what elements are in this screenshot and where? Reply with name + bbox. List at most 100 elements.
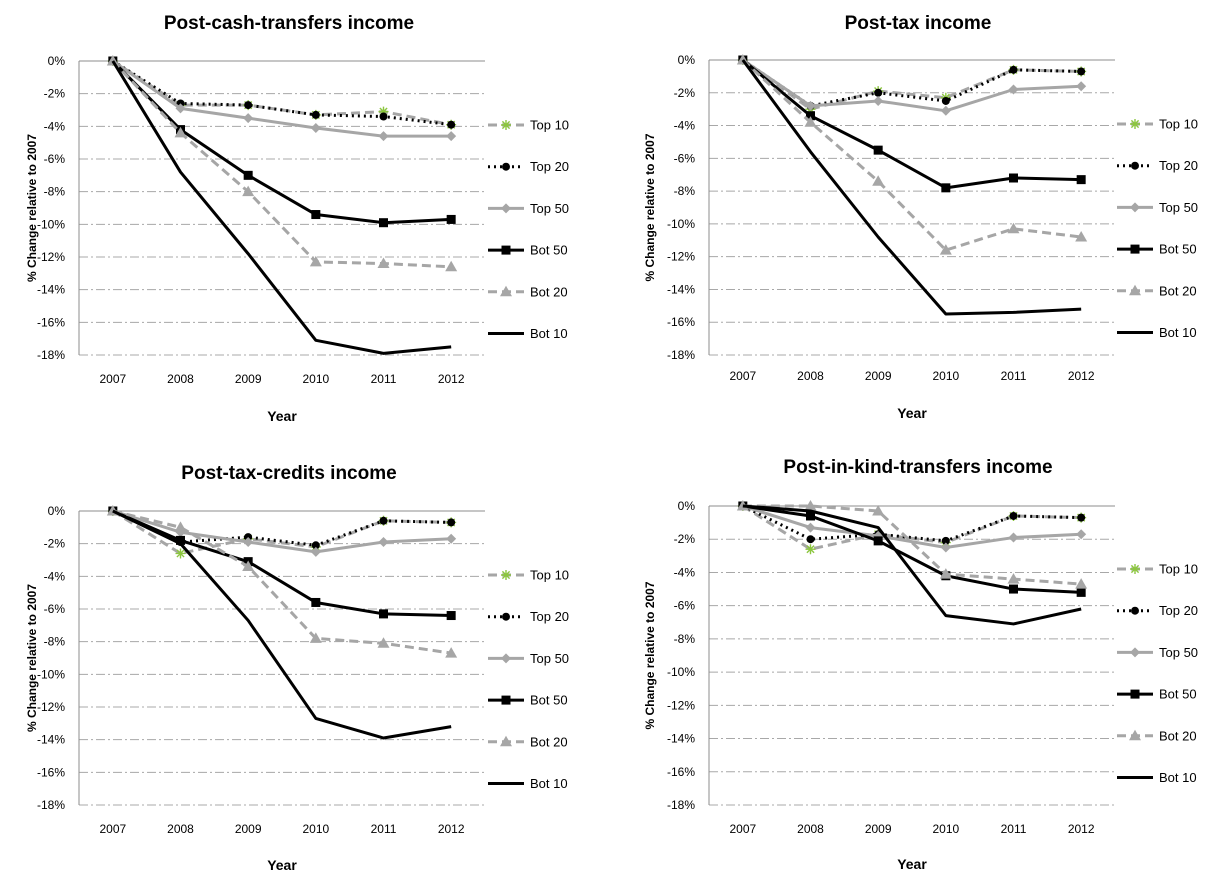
data-point (447, 518, 456, 527)
y-tick-label: -12% (667, 250, 695, 264)
legend-entry: Bot 50 (488, 693, 568, 708)
legend-marker (1130, 689, 1140, 699)
data-point (311, 110, 320, 119)
series-line (741, 58, 1082, 252)
y-tick-label: -4% (44, 569, 66, 583)
legend-entry: Top 50 (488, 651, 569, 666)
x-tick-label: 2011 (1001, 369, 1027, 383)
legend-entry: Top 10 (488, 118, 569, 133)
chart-panel: Post-in-kind-transfers income 0% -2% -4% -6%… (643, 457, 1198, 872)
x-tick-label: 2011 (371, 822, 397, 836)
legend-entry: Top 10 (488, 568, 569, 583)
y-tick-label: -14% (667, 732, 695, 746)
series-bot-10 (742, 504, 1082, 626)
legend-label: Top 50 (530, 651, 569, 666)
series-bot-20 (736, 54, 1088, 255)
data-point (377, 637, 390, 648)
data-point (309, 255, 322, 267)
data-point (1075, 578, 1088, 589)
series-line (741, 58, 1082, 111)
legend-label: Bot 10 (1159, 770, 1197, 785)
data-point (447, 120, 456, 129)
legend-label: Top 10 (1159, 562, 1198, 577)
data-point (873, 145, 883, 155)
y-tick-label: -12% (37, 250, 65, 264)
legend-label: Bot 50 (1159, 687, 1197, 702)
series-line (112, 509, 452, 740)
data-point (243, 170, 253, 180)
legend-label: Bot 50 (530, 693, 568, 708)
legend-marker (1129, 729, 1141, 741)
x-tick-label: 2011 (371, 372, 397, 386)
y-tick-label: -16% (667, 315, 695, 329)
series-line (741, 58, 1082, 108)
x-tick-label: 2009 (865, 822, 892, 836)
y-tick-label: -6% (674, 599, 696, 613)
legend-marker (500, 285, 512, 297)
y-tick-label: -2% (674, 86, 696, 100)
series-line (742, 504, 1082, 594)
x-tick-label: 2012 (1068, 822, 1095, 836)
data-point (106, 55, 119, 66)
data-point (446, 533, 457, 544)
series-bot-20 (106, 55, 458, 272)
legend-label: Bot 10 (1159, 325, 1197, 340)
legend-label: Top 50 (1159, 200, 1198, 215)
legend-marker (1131, 161, 1139, 170)
series-bot-20 (736, 500, 1088, 589)
x-tick-label: 2010 (302, 372, 329, 386)
data-point (243, 113, 254, 124)
series-line (111, 59, 452, 225)
x-tick-label: 2008 (167, 822, 194, 836)
data-point (806, 111, 815, 121)
y-tick-label: -16% (667, 765, 695, 779)
data-point (1076, 587, 1086, 597)
series-bot-10 (112, 509, 452, 740)
legend-entry: Top 10 (1117, 562, 1198, 577)
series-line (742, 504, 1082, 543)
data-point (311, 541, 320, 550)
legend-marker (500, 735, 512, 747)
data-point (175, 548, 186, 559)
y-tick-label: -12% (37, 700, 65, 714)
y-tick-label: -6% (44, 152, 66, 166)
data-point (243, 537, 254, 548)
legend-marker (502, 162, 510, 171)
data-point (805, 522, 816, 533)
legend-entry: Top 20 (1117, 158, 1198, 173)
data-point (379, 112, 388, 121)
y-tick-label: -18% (37, 348, 65, 362)
y-tick-label: -10% (37, 217, 65, 231)
legend-label: Top 20 (530, 159, 569, 174)
legend-label: Bot 20 (1159, 283, 1197, 298)
data-point (941, 183, 951, 193)
series-line (741, 59, 1082, 316)
legend-marker (501, 570, 511, 580)
legend-entry: Bot 20 (488, 284, 568, 299)
legend-entry: Top 50 (1117, 645, 1198, 660)
legend-marker (501, 245, 511, 255)
data-point (244, 101, 253, 110)
y-axis-label: % Change relative to 2007 (643, 581, 657, 729)
x-tick-label: 2008 (797, 822, 824, 836)
legend-entry: Top 20 (488, 159, 569, 174)
series-line (112, 59, 452, 127)
data-point (1007, 222, 1020, 234)
legend-marker (501, 120, 511, 130)
legend-entry: Bot 50 (1117, 242, 1197, 257)
y-tick-label: -14% (37, 283, 65, 297)
data-point (736, 500, 749, 511)
legend-label: Top 50 (530, 201, 569, 216)
legend-marker (501, 203, 511, 214)
series-line (741, 58, 1082, 190)
legend-marker (1130, 202, 1140, 213)
data-point (805, 544, 816, 555)
data-point (310, 122, 321, 133)
data-point (311, 597, 321, 607)
y-tick-label: -4% (674, 119, 696, 133)
data-point (1008, 532, 1019, 543)
data-point (446, 214, 456, 224)
data-point (1009, 584, 1018, 594)
x-tick-label: 2007 (99, 822, 126, 836)
